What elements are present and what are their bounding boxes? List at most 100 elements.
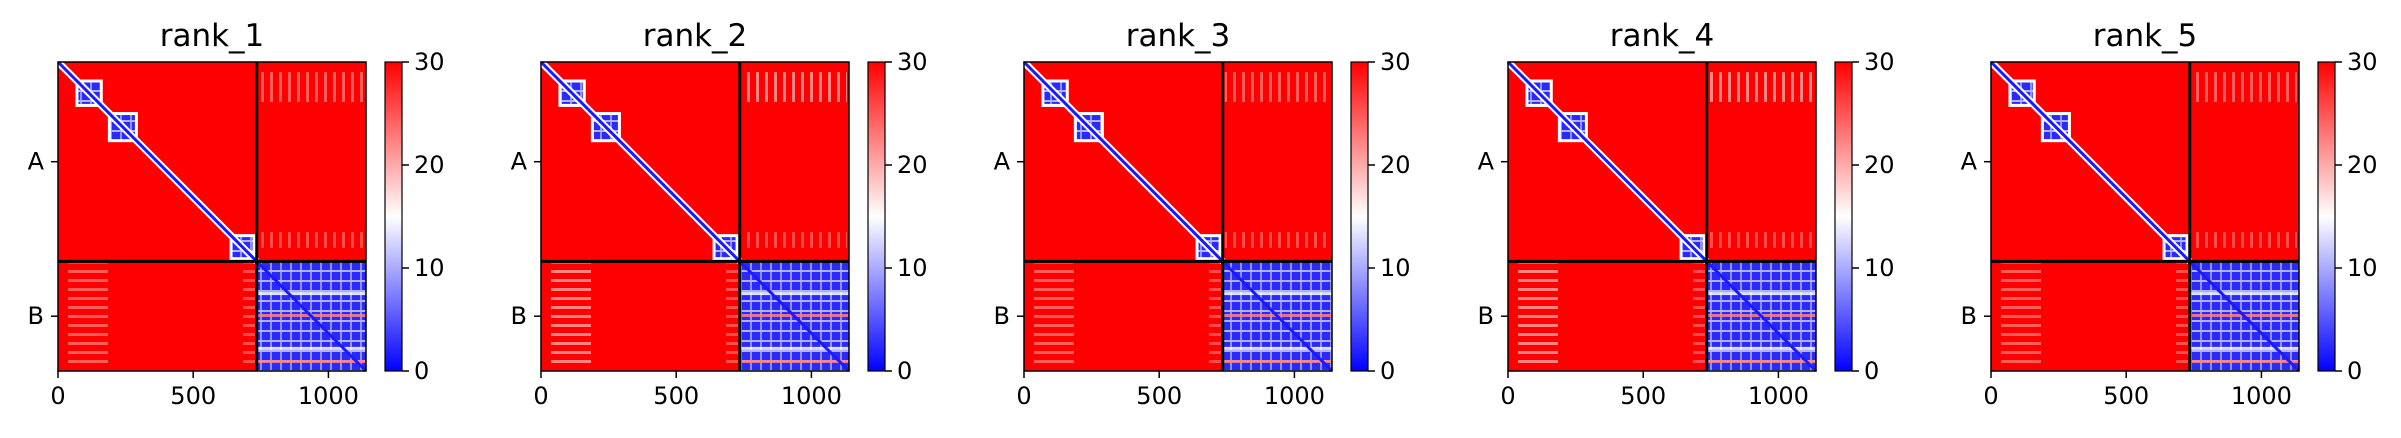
- colorbar-tick-label: 20: [414, 151, 445, 179]
- chain-label-B: B: [994, 302, 1010, 330]
- chain-label-A: A: [1478, 148, 1495, 176]
- chain-label-A: A: [511, 148, 528, 176]
- x-tick-label: 0: [1500, 382, 1515, 410]
- diagonal-a: [1022, 60, 1224, 263]
- interchain-region-ba-mid: [2176, 263, 2188, 369]
- colorbar: [1834, 61, 1853, 372]
- interchain-region-ba-mid: [1693, 263, 1705, 369]
- diagonal-a: [1989, 60, 2191, 263]
- chain-b-stripe: [1706, 346, 1816, 350]
- x-tick-label: 0: [1016, 382, 1031, 410]
- interchain-region-ba-mid: [243, 263, 255, 369]
- interchain-region-ab-bottom: [2191, 232, 2297, 248]
- x-tick-label: 0: [50, 382, 65, 410]
- chain-b-stripe: [1222, 292, 1332, 296]
- panel-title: rank_2: [643, 18, 748, 54]
- chain-b-stripe: [1222, 360, 1332, 364]
- interchain-region-ab-top: [258, 72, 364, 102]
- interchain-region-ab-bottom: [258, 232, 364, 248]
- colorbar-tick-label: 30: [897, 48, 928, 76]
- colorbar: [1350, 61, 1369, 372]
- chain-b-stripe: [1222, 346, 1332, 350]
- chain-label-A: A: [28, 148, 45, 176]
- panel-rank_2: rank_2 0 500 1000 A B 0 10 20 30: [511, 18, 928, 410]
- colorbar-tick-label: 20: [1864, 151, 1895, 179]
- plot-frame: [540, 61, 850, 372]
- chain-b-stripe: [1706, 360, 1816, 364]
- x-tick-label: 500: [170, 382, 216, 410]
- colorbar-tick-label: 30: [1380, 48, 1411, 76]
- diagonal-b: [1705, 260, 1818, 373]
- x-tick-label: 1000: [298, 382, 359, 410]
- chain-label-B: B: [1961, 302, 1977, 330]
- chain-b-stripe: [2189, 360, 2299, 364]
- colorbar-tick-label: 30: [1864, 48, 1895, 76]
- chain-b-stripe: [739, 292, 849, 296]
- interchain-region-ab-bottom: [1708, 232, 1814, 248]
- panel-title: rank_4: [1610, 18, 1715, 54]
- plot-frame: [1023, 61, 1333, 372]
- interchain-region-ba-left: [68, 263, 108, 369]
- diagonal-a: [539, 60, 741, 263]
- chain-b-stripe: [739, 360, 849, 364]
- plot-frame: [1507, 61, 1817, 372]
- interchain-region-ab-bottom: [741, 232, 847, 248]
- colorbar-tick-label: 0: [1864, 357, 1879, 385]
- chain-label-B: B: [28, 302, 44, 330]
- interchain-region-ba-left: [1034, 263, 1074, 369]
- chain-label-B: B: [1478, 302, 1494, 330]
- panel-title: rank_1: [160, 18, 265, 54]
- interchain-region-ab-bottom: [1224, 232, 1330, 248]
- chain-label-A: A: [1961, 148, 1978, 176]
- interchain-region-ab-top: [1224, 72, 1330, 102]
- x-tick-label: 500: [653, 382, 699, 410]
- colorbar-tick-label: 0: [1380, 357, 1395, 385]
- colorbar: [867, 61, 886, 372]
- colorbar-tick-label: 10: [1380, 254, 1411, 282]
- diagonal-b: [738, 260, 851, 373]
- x-tick-label: 1000: [2231, 382, 2292, 410]
- panel-rank_1: rank_1 0 500 1000 A B 0 10 20 30: [28, 18, 445, 410]
- panel-rank_5: rank_5 0 500 1000 A B 0 10 20 30: [1961, 18, 2378, 410]
- colorbar-tick-label: 20: [897, 151, 928, 179]
- x-tick-label: 500: [2103, 382, 2149, 410]
- diagonal-b: [255, 260, 368, 373]
- diagonal-b: [2188, 260, 2301, 373]
- colorbar-tick-label: 0: [897, 357, 912, 385]
- x-tick-label: 1000: [1264, 382, 1325, 410]
- chain-b-stripe: [256, 360, 366, 364]
- diagonal-a: [56, 60, 258, 263]
- panel-rank_4: rank_4 0 500 1000 A B 0 10 20 30: [1478, 18, 1895, 410]
- colorbar-tick-label: 10: [897, 254, 928, 282]
- x-tick-label: 500: [1620, 382, 1666, 410]
- chain-b-stripe: [2189, 346, 2299, 350]
- colorbar-tick-label: 20: [1380, 151, 1411, 179]
- interchain-region-ba-left: [1518, 263, 1558, 369]
- colorbar-tick-label: 10: [414, 254, 445, 282]
- colorbar-tick-label: 30: [414, 48, 445, 76]
- x-tick-label: 1000: [1748, 382, 1809, 410]
- panel-title: rank_5: [2093, 18, 2198, 54]
- colorbar-tick-label: 30: [2347, 48, 2378, 76]
- chain-b-stripe: [1706, 292, 1816, 296]
- colorbar-tick-label: 0: [2347, 357, 2362, 385]
- diagonal-b: [1221, 260, 1334, 373]
- chain-label-B: B: [511, 302, 527, 330]
- x-tick-label: 1000: [781, 382, 842, 410]
- colorbar: [384, 61, 403, 372]
- interchain-region-ab-top: [2191, 72, 2297, 102]
- panel-rank_3: rank_3 0 500 1000 A B 0 10 20 30: [994, 18, 1411, 410]
- x-tick-label: 0: [1983, 382, 1998, 410]
- colorbar: [2317, 61, 2336, 372]
- colorbar-tick-label: 10: [2347, 254, 2378, 282]
- colorbar-tick-label: 20: [2347, 151, 2378, 179]
- interchain-region-ba-left: [2001, 263, 2041, 369]
- panel-title: rank_3: [1126, 18, 1231, 54]
- chain-b-stripe: [256, 292, 366, 296]
- interchain-region-ab-top: [1708, 72, 1814, 102]
- chain-b-stripe: [739, 346, 849, 350]
- colorbar-tick-label: 0: [414, 357, 429, 385]
- interchain-region-ab-top: [741, 72, 847, 102]
- chain-b-stripe: [2189, 292, 2299, 296]
